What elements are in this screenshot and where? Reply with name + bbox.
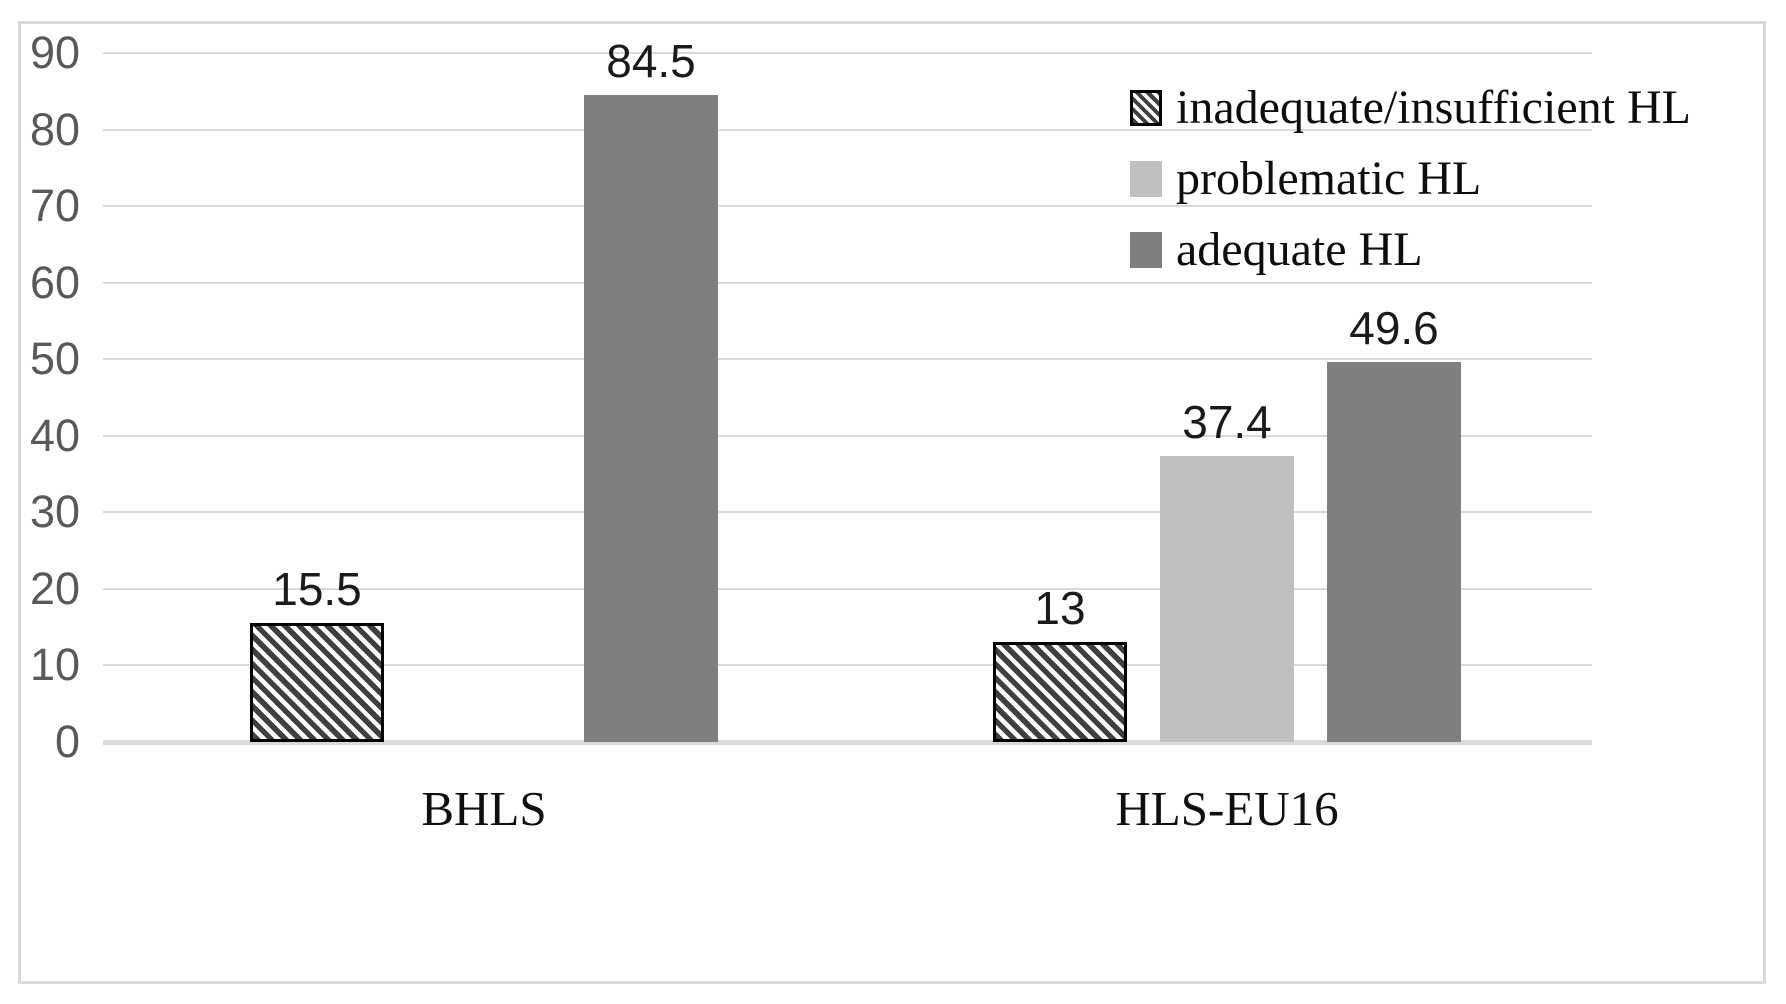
gridline [103,205,1592,208]
legend-label: adequate HL [1176,222,1423,276]
legend-swatch-icon [1130,231,1162,268]
bar-bhls-3 [584,95,718,742]
y-tick-label: 40 [29,409,80,461]
gridline [103,52,1592,54]
legend-swatch-icon [1130,89,1162,126]
y-tick-label: 20 [29,562,80,614]
y-tick-label: 80 [29,103,80,155]
legend-item: inadequate/insufficient HL [1130,72,1691,143]
y-tick-label: 50 [29,333,80,385]
legend: inadequate/insufficient HL problematic HL… [1130,72,1691,285]
bar-hls-eu16-2 [1160,456,1294,742]
gridline [103,358,1592,361]
value-label: 15.5 [272,563,362,615]
y-tick-label: 10 [29,639,80,691]
legend-label: problematic HL [1176,151,1482,205]
y-tick-label: 70 [29,180,80,232]
gridline [103,281,1592,284]
y-tick-label: 90 [29,27,80,78]
x-axis-line [103,740,1592,745]
value-label: 84.5 [606,35,696,87]
chart-frame [18,21,1766,984]
value-label: 13 [1034,582,1086,634]
gridline [103,664,1592,667]
gridline [103,587,1592,590]
value-label: 49.6 [1349,302,1439,354]
bar-bhls-1 [250,623,384,742]
y-tick-label: 0 [54,716,80,767]
x-category-label: BHLS [421,781,547,836]
bar-hls-eu16-3 [1327,362,1461,742]
legend-item: problematic HL [1130,143,1691,214]
bar-hls-eu16-1 [993,642,1127,742]
x-category-label: HLS-EU16 [1115,781,1339,836]
y-tick-label: 60 [29,256,80,308]
gridline [103,511,1592,514]
legend-label: inadequate/insufficient HL [1176,80,1691,134]
gridline [103,128,1592,131]
legend-item: adequate HL [1130,214,1691,285]
value-label: 37.4 [1182,396,1272,448]
legend-swatch-icon [1130,160,1162,197]
y-tick-label: 30 [29,486,80,538]
gridline [103,434,1592,437]
